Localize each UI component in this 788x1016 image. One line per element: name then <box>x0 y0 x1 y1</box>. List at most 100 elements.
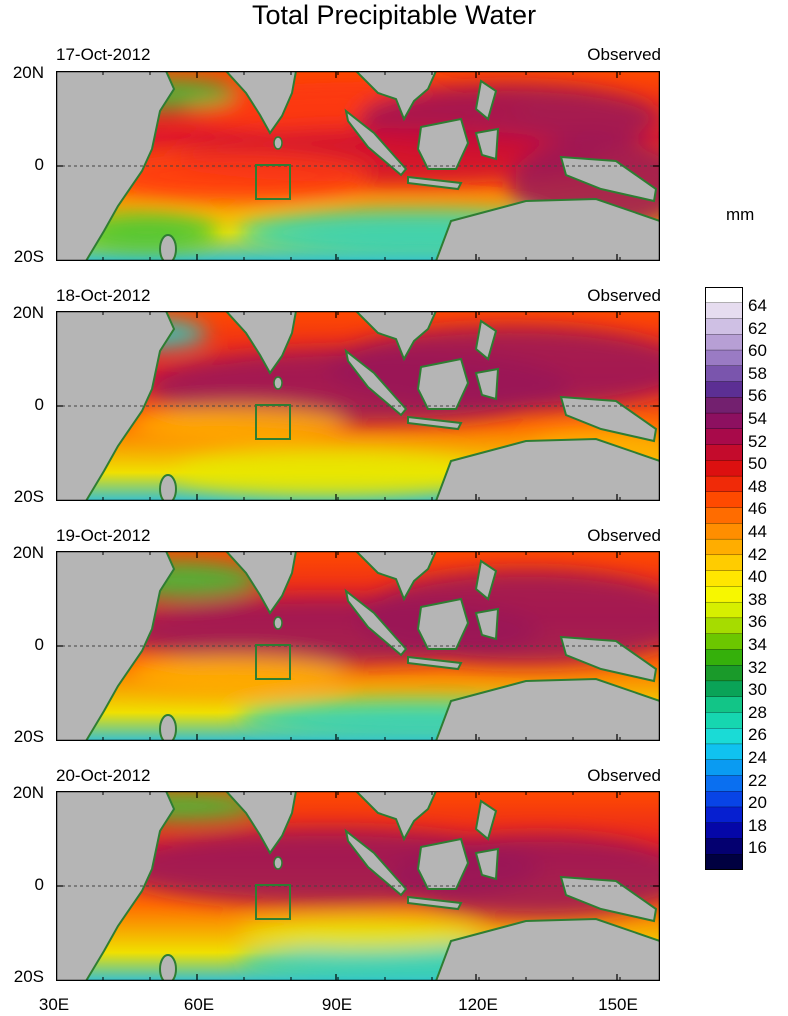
colorbar-label: 34 <box>748 635 767 654</box>
landmass <box>434 197 660 261</box>
landmass <box>354 71 438 122</box>
panel-1-lat-20s: 20S <box>13 247 44 266</box>
lon-label-120e: 120E <box>458 995 498 1014</box>
colorbar-swatch <box>705 412 743 430</box>
colorbar-swatch <box>705 334 743 351</box>
landmass <box>416 597 470 650</box>
landmass <box>344 588 408 657</box>
landmass <box>559 875 658 923</box>
colorbar-label: 42 <box>748 544 767 564</box>
colorbar-label: 50 <box>748 454 767 474</box>
panel-2-lat-20s: 20S <box>13 487 44 506</box>
landmass <box>224 791 298 855</box>
landmass <box>56 311 176 501</box>
colorbar-label: 62 <box>748 318 767 338</box>
colorbar-label: 52 <box>748 431 767 451</box>
colorbar-swatch <box>705 523 743 540</box>
moisture-region <box>74 213 220 252</box>
landmass <box>407 415 463 431</box>
panel-3-date: 19-Oct-2012 <box>56 526 151 545</box>
landmass <box>407 175 463 191</box>
panel-2-map <box>56 311 660 501</box>
sri-lanka <box>273 136 283 150</box>
sri-lanka <box>273 616 283 630</box>
colorbar-label: 54 <box>748 409 767 428</box>
landmass <box>474 559 500 641</box>
colorbar-swatch <box>705 538 743 556</box>
landmass <box>407 895 463 911</box>
colorbar-label: 32 <box>748 657 767 677</box>
colorbar-swatch <box>705 397 743 414</box>
colorbar-swatch <box>705 586 743 603</box>
colorbar-frame <box>705 287 743 870</box>
colorbar-swatch <box>705 712 743 729</box>
moisture-region <box>128 655 346 694</box>
colorbar-swatch <box>705 665 743 682</box>
panel-4-lat-0: 0 <box>34 875 44 894</box>
panel-3-lat-0: 0 <box>34 635 44 654</box>
landmass <box>56 551 176 741</box>
landmass <box>224 71 298 135</box>
colorbar-swatch <box>705 318 743 335</box>
colorbar-swatch <box>705 570 743 588</box>
madagascar <box>159 474 177 501</box>
landmass <box>416 837 470 890</box>
colorbar-label: 26 <box>748 725 767 745</box>
colorbar-swatch <box>705 696 743 714</box>
landmass <box>474 319 500 401</box>
lon-label-90e: 90E <box>321 995 353 1014</box>
colorbar-label: 30 <box>748 680 767 700</box>
colorbar-swatch <box>705 759 743 777</box>
landmass <box>344 108 408 177</box>
madagascar <box>159 234 177 261</box>
landmass <box>407 655 463 671</box>
moisture-region <box>176 449 479 496</box>
colorbar-swatch <box>705 601 743 619</box>
colorbar-label: 48 <box>748 476 767 496</box>
colorbar-swatch <box>705 302 743 320</box>
colorbar-label: 22 <box>748 770 767 790</box>
analysis-box <box>255 884 291 920</box>
panel-4-source: Observed <box>587 766 661 785</box>
landmass <box>224 311 298 375</box>
colorbar-label: 16 <box>748 838 767 858</box>
colorbar-label: 58 <box>748 363 767 383</box>
colorbar-swatch <box>705 649 743 666</box>
panel-4-lat-20s: 20S <box>13 967 44 986</box>
lon-label-30e: 30E <box>38 995 70 1014</box>
sri-lanka <box>273 856 283 870</box>
sri-lanka <box>273 376 283 390</box>
landmass <box>434 677 660 741</box>
panel-4-lat-20n: 20N <box>12 783 44 802</box>
units-label: mm <box>726 205 755 224</box>
analysis-box <box>255 164 291 200</box>
colorbar-label: 38 <box>748 589 767 609</box>
moisture-region <box>104 152 371 199</box>
colorbar-swatch <box>705 806 743 824</box>
panel-4-map <box>56 791 660 981</box>
landmass <box>354 791 438 842</box>
landmass <box>416 357 470 410</box>
colorbar-swatch <box>705 617 743 635</box>
colorbar-swatch <box>705 287 743 304</box>
colorbar-label: 28 <box>748 702 767 722</box>
colorbar-swatch <box>705 680 743 698</box>
panel-1-map <box>56 71 660 261</box>
colorbar-swatch <box>705 775 743 792</box>
colorbar-label: 46 <box>748 499 767 519</box>
madagascar <box>159 714 177 741</box>
madagascar <box>159 954 177 981</box>
colorbar-label: 20 <box>748 793 767 813</box>
colorbar-label: 44 <box>748 522 767 541</box>
landmass <box>474 79 500 161</box>
analysis-box <box>255 644 291 680</box>
colorbar-swatch <box>705 349 743 367</box>
landmass <box>344 828 408 897</box>
moisture-region <box>128 406 346 444</box>
panel-2-lat-0: 0 <box>34 395 44 414</box>
figure-title: Total Precipitable Water <box>251 0 537 30</box>
colorbar-swatch <box>705 728 743 745</box>
panel-1-lat-0: 0 <box>34 155 44 174</box>
colorbar-swatch <box>705 791 743 808</box>
panel-3-source: Observed <box>587 526 661 545</box>
